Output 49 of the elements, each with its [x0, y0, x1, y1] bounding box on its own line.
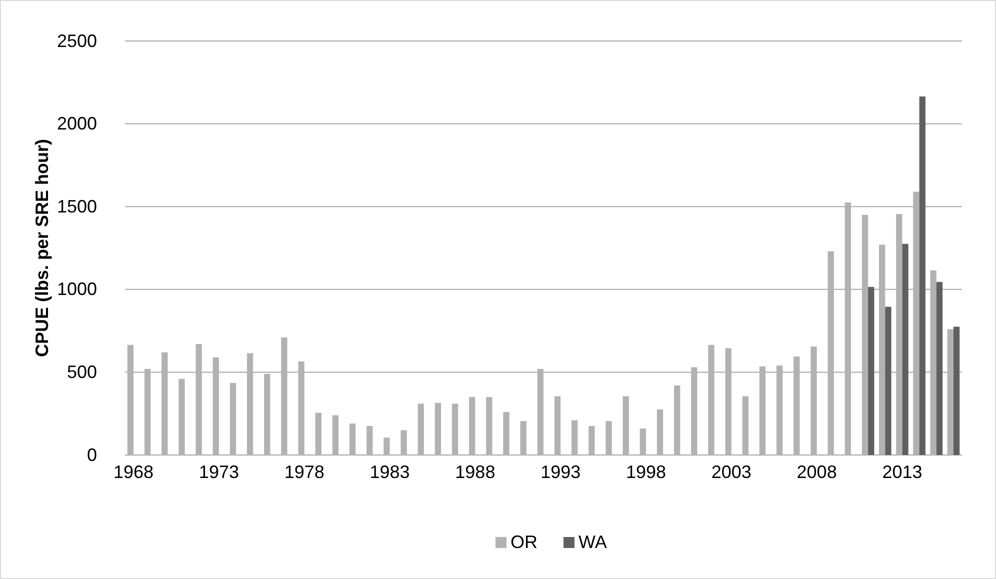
bar	[520, 421, 526, 455]
y-tick-label: 2500	[56, 30, 97, 51]
bar	[919, 96, 926, 455]
bar	[902, 244, 908, 455]
y-tick-label: 1500	[56, 196, 97, 216]
legend-label: WA	[578, 532, 607, 552]
y-tick-label: 1000	[56, 279, 97, 300]
x-tick-label: 2013	[882, 462, 922, 482]
bar	[503, 412, 510, 455]
y-axis-title: CPUE (lbs. per SRE hour)	[32, 138, 52, 358]
bar	[572, 420, 578, 455]
bar	[606, 421, 612, 455]
bar	[588, 426, 595, 455]
bar	[400, 430, 407, 455]
y-tick-label: 2000	[56, 114, 97, 134]
legend-label: OR	[510, 532, 538, 552]
bar	[656, 409, 664, 455]
x-tick-label: 1993	[540, 462, 581, 482]
bar	[384, 438, 390, 455]
x-tick-label: 1998	[626, 462, 666, 482]
bar	[674, 385, 680, 455]
bar	[366, 426, 373, 455]
x-tick-label: 1968	[114, 462, 154, 482]
x-tick-label: 1978	[284, 462, 324, 482]
x-tick-label: 1983	[370, 462, 410, 482]
bar	[332, 415, 339, 455]
bar	[434, 402, 442, 455]
bar	[936, 282, 943, 455]
bar	[418, 404, 424, 455]
x-tick-label: 2003	[711, 462, 752, 482]
bar	[640, 428, 646, 455]
x-tick-label: 1988	[455, 462, 496, 482]
x-tick-label: 1973	[198, 462, 239, 482]
bar	[622, 396, 629, 455]
bar	[486, 397, 492, 455]
bar	[554, 396, 561, 455]
bar	[742, 396, 748, 455]
bar	[349, 424, 356, 455]
bar	[230, 382, 236, 455]
y-tick-label: 0	[86, 444, 97, 465]
bar	[452, 404, 458, 455]
y-tick-label: 500	[66, 362, 97, 382]
bar	[469, 397, 476, 455]
bar	[178, 378, 185, 455]
bar	[868, 286, 874, 455]
x-tick-label: 2008	[796, 462, 837, 482]
bar	[315, 412, 322, 455]
bar	[885, 306, 892, 455]
bar	[953, 326, 960, 455]
